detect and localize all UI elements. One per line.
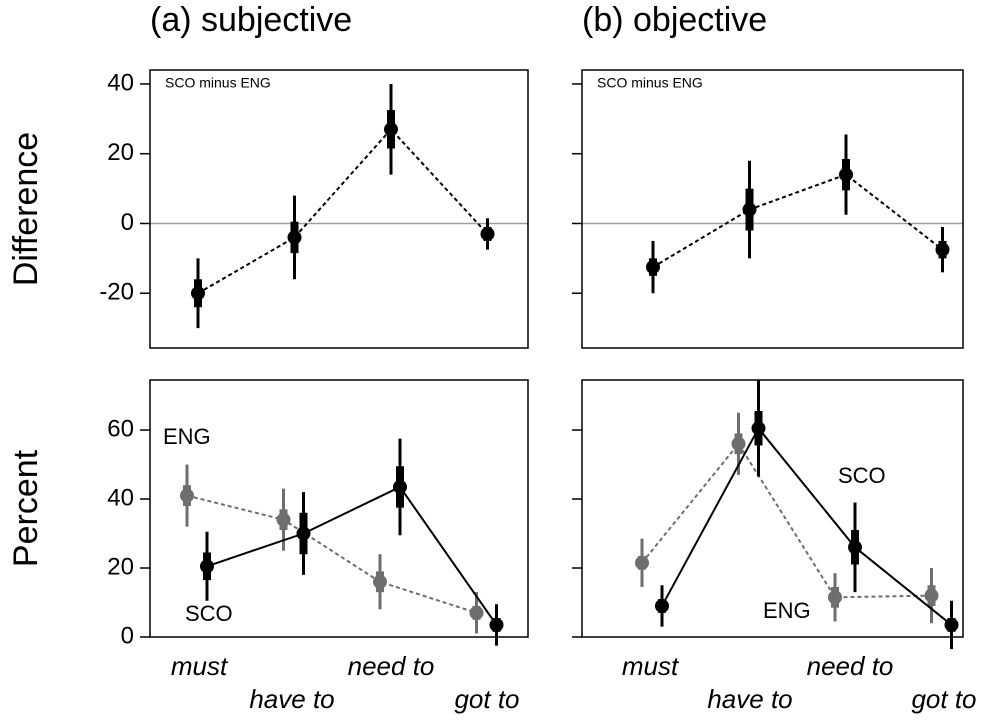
series-label: SCO minus ENG: [597, 75, 703, 91]
y-axis-label: Difference: [7, 132, 45, 286]
point: [839, 167, 853, 182]
point: [200, 559, 214, 574]
point: [751, 421, 766, 436]
x-tick-label: need to: [348, 651, 435, 681]
plot-frame: [581, 379, 964, 638]
point: [480, 226, 495, 241]
y-tick-label: -20: [99, 279, 134, 306]
point: [180, 488, 194, 503]
point: [296, 526, 311, 541]
point: [935, 242, 950, 257]
point: [489, 617, 504, 632]
series-label: SCO: [185, 601, 233, 626]
plot-frame: [149, 379, 529, 638]
y-tick-label: 20: [107, 139, 134, 166]
series-line: [206, 485, 498, 626]
x-tick-label: have to: [707, 684, 792, 714]
x-tick-label: got to: [454, 684, 519, 714]
plot-frame: [149, 69, 529, 349]
y-tick-label: 60: [107, 415, 134, 442]
series-label: SCO: [838, 463, 886, 488]
y-tick-label: 40: [107, 69, 134, 96]
point: [287, 230, 302, 245]
point: [828, 590, 842, 605]
series-line: [186, 494, 477, 614]
point: [742, 202, 757, 217]
plot-frame: [581, 69, 964, 349]
point: [191, 286, 205, 301]
point: [731, 436, 746, 451]
series-label: ENG: [763, 598, 811, 623]
point: [924, 588, 939, 603]
y-axis-label: Percent: [7, 449, 45, 567]
point: [635, 555, 649, 570]
point: [469, 605, 484, 620]
point: [655, 598, 669, 613]
x-tick-label: need to: [807, 651, 894, 681]
series-line: [652, 173, 944, 268]
x-tick-label: got to: [911, 684, 976, 714]
point: [384, 122, 398, 137]
x-tick-label: have to: [249, 684, 334, 714]
y-tick-label: 0: [121, 622, 134, 649]
panel-title: (a) subjective: [150, 1, 352, 39]
point: [944, 617, 959, 632]
series-label: ENG: [163, 424, 211, 449]
point: [393, 479, 407, 494]
x-tick-label: must: [622, 651, 680, 681]
y-tick-label: 20: [107, 553, 134, 580]
y-tick-label: 0: [121, 209, 134, 236]
series-line: [197, 127, 489, 295]
point: [646, 260, 660, 275]
panel-title: (b) objective: [582, 1, 767, 39]
point: [848, 540, 862, 555]
x-tick-label: must: [171, 651, 229, 681]
series-label: SCO minus ENG: [165, 75, 271, 91]
point: [373, 574, 387, 589]
y-tick-label: 40: [107, 484, 134, 511]
series-line: [661, 426, 953, 626]
point: [276, 512, 291, 527]
